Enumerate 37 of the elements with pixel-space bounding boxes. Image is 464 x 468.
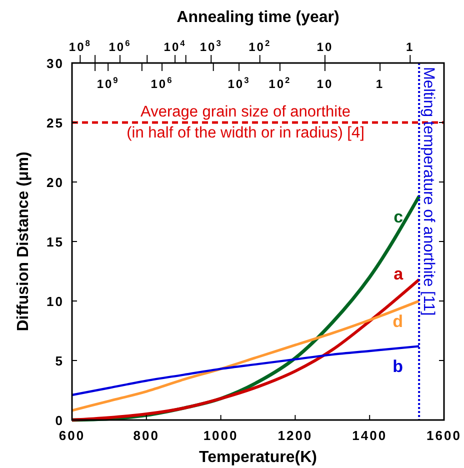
series-label: a [394,264,404,284]
annotation: 10$^{6}$ [150,75,174,91]
annotation: 10 [316,77,334,91]
annotation: 1 [376,77,384,91]
series-label: c [394,207,404,226]
ref-line-label: Average grain size of anorthite (in half of the width or in radius) [4] [126,104,364,142]
series-label: d [392,312,404,331]
x-tick-label: 800 [133,428,160,443]
series-label: b [392,357,404,376]
text: 1 [406,40,414,54]
x-tick-label: 1600 [426,428,462,443]
x-tick-label: 600 [58,428,86,443]
y-tick-label: 25 [46,116,64,130]
line-series [70,300,420,412]
x2-axis-title: Annealing time (year) [176,9,340,26]
x-axis-title: Temperature(K) [199,449,317,466]
y-tick-label: 5 [55,354,64,368]
annotation: 10$^{3}$ [228,75,250,91]
y-tick-label: 0 [55,413,64,428]
text: 10$^{4}$ [164,38,186,54]
y-tick-label: 10 [46,294,64,309]
text: 10 [316,40,334,54]
text: 10$^{3}$ [200,38,222,54]
y-tick-label: 20 [46,175,64,190]
y-tick-label: 15 [46,234,64,250]
y-tick-label: 30 [46,56,64,71]
annotation: 10$^{2}$ [268,75,292,91]
x-tick-label: 1200 [278,428,313,443]
x-tick-label: 1400 [352,428,388,443]
text: 10$^{8}$ [68,38,92,54]
x-tick-label: 1000 [203,428,238,443]
text: 10$^{6}$ [108,38,132,54]
annotation: 10$^{9}$ [96,75,120,91]
line-series [70,278,421,422]
text: 10$^{2}$ [248,38,272,54]
y-axis-title: Diffusion Distance (μm) [15,152,32,332]
ref-line-label: Melting temperature of anorthite [11] [420,67,438,316]
